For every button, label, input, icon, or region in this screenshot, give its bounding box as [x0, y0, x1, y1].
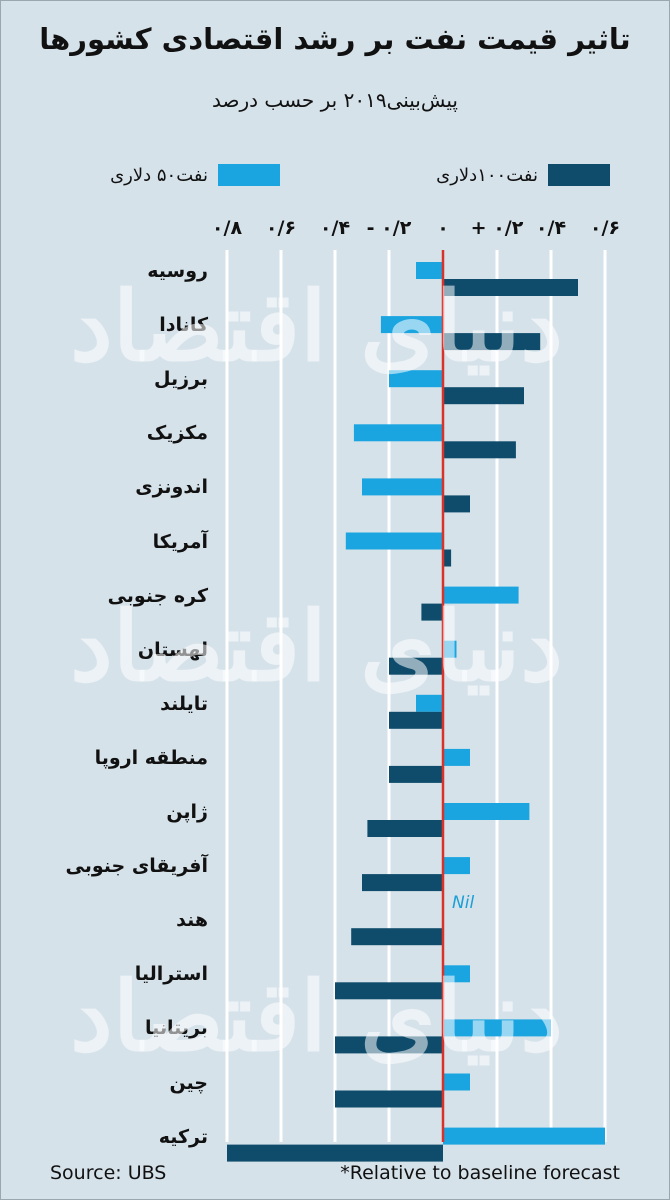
- x-tick-label: ۰: [437, 217, 449, 239]
- bar-oil50: [362, 478, 443, 496]
- bar-oil100: [443, 333, 541, 351]
- legend-item-oil50: نفت۵۰ دلاری: [110, 162, 280, 188]
- bar-oil100: [443, 387, 524, 405]
- x-tick-label: ۰/۶: [266, 217, 296, 239]
- bar-oil100: [421, 603, 443, 621]
- category-label: کانادا: [159, 314, 208, 337]
- legend-swatch-oil100: [548, 164, 610, 186]
- bar-oil50: [416, 694, 443, 712]
- x-tick-label: - ۰/۲: [367, 217, 412, 239]
- bar-oil100: [389, 657, 443, 675]
- x-tick-label: ۰/۸: [212, 217, 243, 239]
- bar-oil100: [443, 279, 578, 296]
- bar-oil50: [443, 857, 470, 875]
- category-label: تایلند: [160, 692, 208, 715]
- x-tick-label: ۰/۶: [590, 217, 620, 239]
- bar-oil50: [443, 640, 457, 658]
- bar-oil50: [443, 586, 519, 604]
- chart-title: تاثیر قیمت نفت بر رشد اقتصادی کشورها: [39, 22, 631, 56]
- x-tick-label: + ۰/۲: [471, 217, 524, 239]
- bar-oil100: [335, 1090, 443, 1108]
- bar-oil100: [443, 495, 470, 513]
- bar-oil50: [389, 370, 443, 388]
- bar-oil100: [367, 820, 443, 837]
- bar-oil50: [443, 803, 530, 820]
- bar-oil50: [443, 965, 470, 983]
- legend-label-oil100: نفت۱۰۰دلاری: [436, 164, 538, 186]
- category-label: لهستان: [137, 638, 208, 661]
- bar-oil100: [335, 1036, 443, 1054]
- legend-swatch-oil50: [218, 164, 280, 186]
- source-note: Source: UBS: [50, 1162, 167, 1184]
- bar-oil50: [443, 748, 470, 766]
- bar-oil100: [227, 1144, 443, 1162]
- x-tick-label: ۰/۴: [536, 217, 566, 239]
- bar-oil50: [443, 1127, 605, 1145]
- category-label: بریتانیا: [144, 1017, 208, 1040]
- category-label: آمریکا: [152, 530, 208, 553]
- bar-oil100: [389, 711, 443, 729]
- bar-oil100: [362, 874, 443, 892]
- bar-oil50: [443, 1019, 551, 1037]
- bar-oil100: [389, 765, 443, 783]
- category-label: اندونزی: [135, 476, 208, 499]
- bar-oil100: [335, 982, 443, 1000]
- x-tick-label: ۰/۴: [320, 217, 350, 239]
- category-label: مکزیک: [146, 422, 208, 445]
- category-label: روسیه: [147, 260, 208, 282]
- bar-oil50: [416, 262, 443, 279]
- bar-oil50: [380, 316, 443, 334]
- bar-oil100: [443, 549, 452, 567]
- legend-label-oil50: نفت۵۰ دلاری: [110, 164, 208, 186]
- category-label: برزیل: [154, 368, 208, 391]
- bar-oil50: [345, 532, 443, 550]
- bar-oil100: [443, 441, 516, 459]
- category-label: ژاپن: [166, 801, 208, 823]
- chart-subtitle: پیش‌بینی۲۰۱۹ بر حسب درصد: [212, 88, 458, 112]
- category-label: استرالیا: [134, 963, 208, 986]
- footnote: *Relative to baseline forecast: [340, 1162, 620, 1184]
- nil-annotation: Nil: [452, 893, 475, 913]
- category-label: کره جنوبی: [107, 584, 208, 607]
- category-label: هند: [176, 909, 208, 932]
- category-label: آفریقای جنوبی: [65, 855, 208, 878]
- legend-item-oil100: نفت۱۰۰دلاری: [436, 162, 610, 188]
- bar-oil50: [353, 424, 443, 442]
- bar-oil50: [443, 1073, 470, 1091]
- category-label: منطقه اروپا: [94, 746, 208, 769]
- category-label: چین: [169, 1071, 208, 1094]
- bar-oil100: [351, 928, 443, 946]
- category-label: ترکیه: [158, 1125, 208, 1148]
